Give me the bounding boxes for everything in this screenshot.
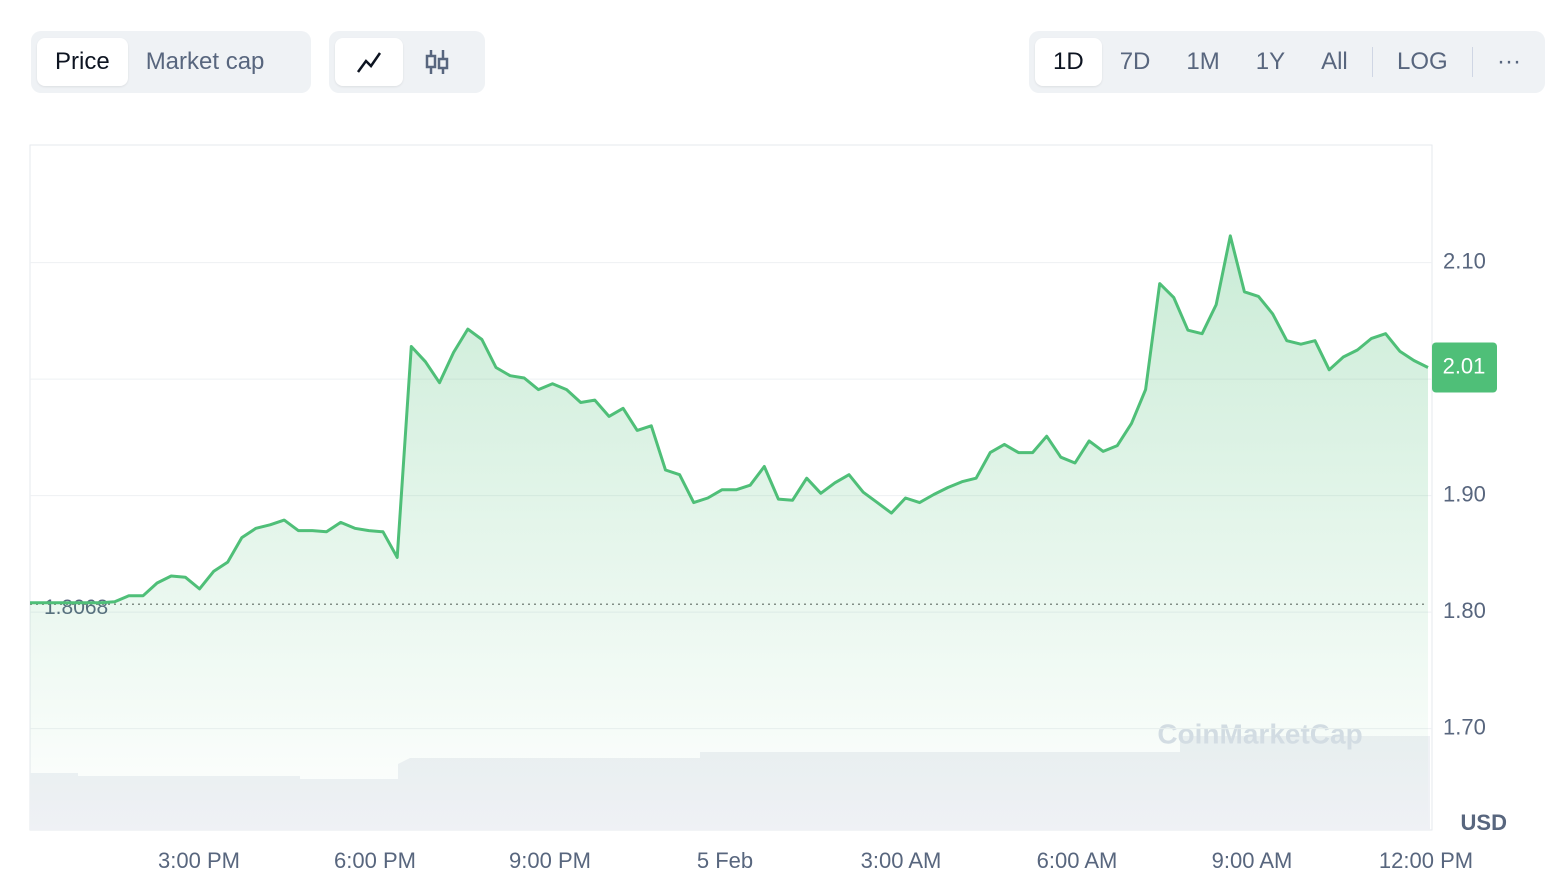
range-tabs: 1D 7D 1M 1Y All LOG ···	[1029, 31, 1545, 93]
price-tabs: Price Market cap	[31, 31, 311, 93]
line-style-button[interactable]	[335, 38, 403, 86]
y-tick-label: 1.80	[1443, 598, 1486, 623]
price-tag-label: 2.01	[1443, 353, 1486, 378]
x-tick-label: 9:00 AM	[1212, 848, 1293, 873]
y-tick-label: 2.10	[1443, 248, 1486, 273]
x-tick-label: 9:00 PM	[509, 848, 591, 873]
more-button[interactable]: ···	[1497, 48, 1521, 75]
x-tick-label: 3:00 PM	[158, 848, 240, 873]
price-line	[30, 234, 1429, 605]
separator	[1471, 47, 1473, 77]
start-price-label: 1.8068	[44, 596, 108, 619]
chart-style	[329, 31, 485, 93]
x-tick-label: 12:00 PM	[1379, 848, 1473, 873]
separator	[1371, 47, 1374, 77]
y-tick-label: 1.90	[1443, 481, 1486, 506]
x-tick-label: 3:00 AM	[861, 848, 942, 873]
candle-style-button[interactable]	[403, 38, 471, 86]
range-button[interactable]: 1D	[1035, 38, 1102, 86]
tab-button[interactable]: Price	[37, 38, 128, 86]
watermark: CoinMarketCap	[1157, 718, 1362, 749]
y-unit: USD	[1461, 810, 1507, 835]
x-tick-label: 5 Feb	[697, 848, 753, 873]
range-button[interactable]: 1M	[1186, 48, 1220, 75]
price-tag	[1432, 342, 1497, 393]
range-button[interactable]: 1Y	[1255, 48, 1286, 75]
range-button[interactable]: All	[1321, 48, 1348, 75]
log-button[interactable]: LOG	[1397, 48, 1448, 75]
x-tick-label: 6:00 PM	[334, 848, 416, 873]
tab-button[interactable]: Market cap	[145, 48, 265, 75]
area	[30, 235, 1428, 830]
plot-frame	[29, 144, 1433, 831]
candle-icon	[425, 50, 449, 74]
line-icon	[356, 52, 382, 73]
volume-bars	[30, 736, 1430, 830]
range-button[interactable]: 7D	[1119, 48, 1151, 75]
y-tick-label: 1.70	[1443, 714, 1486, 739]
x-tick-label: 6:00 AM	[1037, 848, 1118, 873]
